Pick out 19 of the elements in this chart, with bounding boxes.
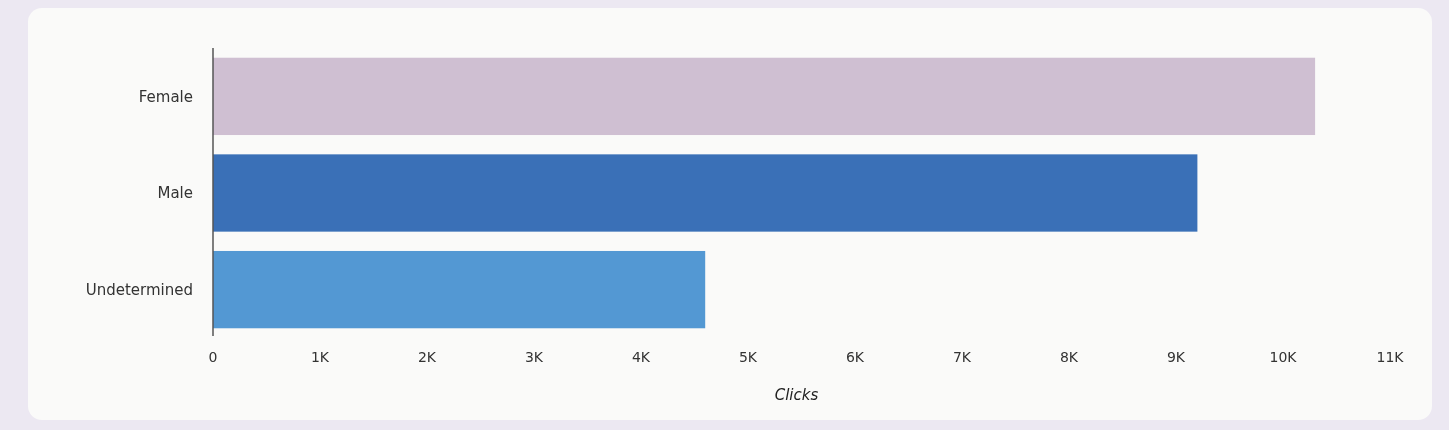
y-tick-label: Male: [157, 184, 193, 203]
x-tick-label: 11K: [1376, 349, 1405, 365]
x-tick-label: 0: [208, 349, 218, 365]
x-tick-label: 5K: [738, 349, 758, 365]
bar: [213, 154, 1198, 232]
x-tick-label: 7K: [952, 349, 972, 365]
x-tick-label: 6K: [845, 349, 865, 365]
x-tick-label: 1K: [310, 349, 330, 365]
y-tick-label: Undetermined: [85, 280, 193, 299]
x-tick-label: 9K: [1166, 349, 1186, 365]
bar: [213, 57, 1316, 136]
x-tick-label: 3K: [524, 349, 544, 365]
x-tick-label: 4K: [631, 349, 651, 365]
bar: [213, 250, 706, 329]
x-tick-label: 8K: [1059, 349, 1079, 365]
x-axis-title: Clicks: [774, 386, 819, 404]
x-tick-label: 2K: [417, 349, 437, 365]
y-tick-label: Female: [138, 87, 193, 106]
x-tick-label: 10K: [1269, 349, 1298, 365]
